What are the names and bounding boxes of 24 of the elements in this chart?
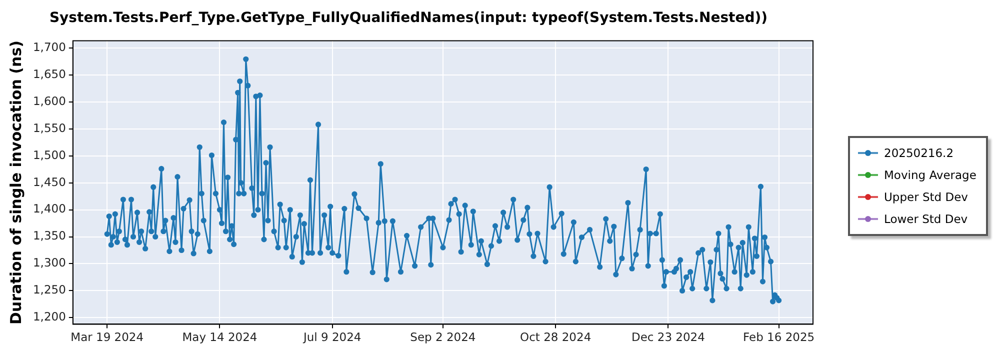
- y-tick-label: 1,700: [32, 40, 66, 54]
- x-tick-label: Dec 23 2024: [631, 330, 705, 344]
- y-tick-label: 1,450: [32, 174, 66, 189]
- y-axis-title: Duration of single invocation (ns): [6, 40, 25, 324]
- y-tick-label: 1,400: [32, 202, 66, 216]
- legend-label: 20250216.2: [884, 146, 954, 160]
- x-tick-label: Sep 2 2024: [410, 330, 476, 344]
- legend-label: Upper Std Dev: [884, 190, 968, 204]
- y-tick-label: 1,600: [32, 94, 66, 108]
- y-tick-label: 1,250: [32, 282, 66, 297]
- legend-label: Lower Std Dev: [884, 212, 968, 226]
- y-tick-label: 1,200: [32, 310, 66, 324]
- x-tick-label: Mar 19 2024: [70, 330, 144, 344]
- legend-label: Moving Average: [884, 168, 976, 182]
- y-tick-label: 1,500: [32, 148, 66, 162]
- x-tick-label: Jul 9 2024: [302, 330, 362, 344]
- y-tick-label: 1,650: [32, 66, 66, 81]
- x-tick-label: Oct 28 2024: [520, 330, 592, 344]
- y-tick-label: 1,350: [32, 228, 66, 243]
- y-tick-label: 1,300: [32, 256, 66, 270]
- x-tick-label: Feb 16 2025: [743, 330, 815, 344]
- x-tick-label: May 14 2024: [182, 330, 258, 344]
- chart-title: System.Tests.Perf_Type.GetType_FullyQualifiedNames(input: typeof(System.Tests.Nested)): [49, 10, 768, 26]
- y-tick-label: 1,550: [32, 120, 66, 135]
